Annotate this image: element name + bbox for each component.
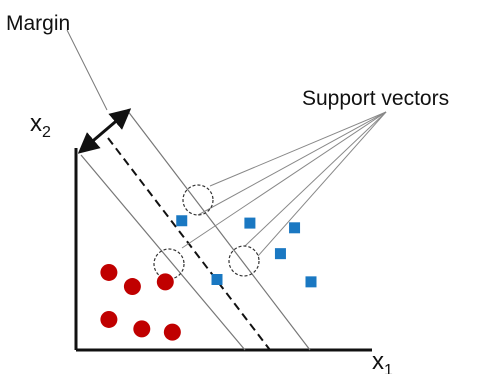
data-points xyxy=(100,215,317,341)
class-b-point xyxy=(305,276,317,288)
support-vector-pointer-lines xyxy=(181,111,387,257)
pointer-line xyxy=(209,111,387,187)
class-b-support-vector-point xyxy=(211,274,223,285)
class-b-support-vector-point xyxy=(176,215,188,227)
support-vector-highlight xyxy=(153,248,185,280)
class-a-point xyxy=(100,263,118,281)
support-vector-highlight xyxy=(228,245,260,277)
pointer-line xyxy=(197,111,387,216)
pointer-line xyxy=(244,111,387,247)
class-b-point xyxy=(274,248,286,260)
margin-arrow xyxy=(77,108,132,154)
lower-margin-line xyxy=(126,109,311,351)
pointer-line xyxy=(181,111,387,249)
decision-boundary-line xyxy=(107,137,271,351)
upper-margin-line xyxy=(80,154,246,351)
x-axis-label-base: x xyxy=(372,348,384,374)
class-a-point xyxy=(133,320,151,338)
support-vectors-label: Support vectors xyxy=(302,87,449,110)
margin-label: Margin xyxy=(6,12,70,35)
x-axis-label-subscript: 1 xyxy=(384,362,393,374)
y-axis-label-base: x xyxy=(30,110,42,137)
y-axis-label: x2 xyxy=(30,110,51,141)
class-b-point xyxy=(244,217,256,229)
class-a-point xyxy=(163,323,181,341)
class-a-support-vector-point xyxy=(156,273,174,291)
pointer-line xyxy=(257,111,387,257)
class-b-point xyxy=(289,222,301,234)
y-axis-label-subscript: 2 xyxy=(42,124,51,141)
margin-pointer-line xyxy=(66,29,108,111)
class-a-point xyxy=(123,278,141,296)
x-axis-label: x1 xyxy=(372,348,393,374)
support-vector-highlight xyxy=(182,184,214,216)
class-a-point xyxy=(100,310,118,328)
